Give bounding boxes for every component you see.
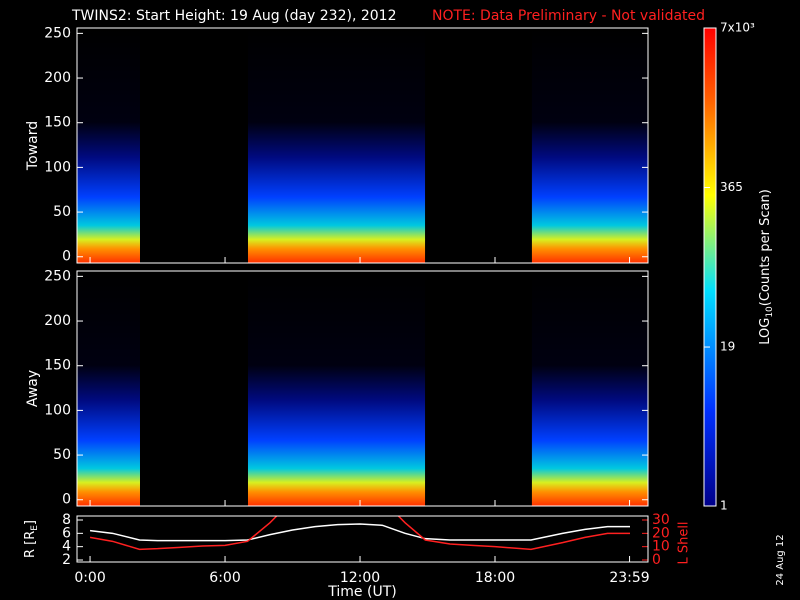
y-axis-label-part: E — [30, 525, 40, 531]
title: TWINS2: Start Height: 19 Aug (day 232), … — [71, 8, 396, 24]
y-tick-label: 200 — [44, 70, 71, 86]
series-line — [89, 523, 631, 542]
y2-tick-label: 30 — [652, 512, 670, 528]
y2-tick-label: 10 — [652, 539, 670, 555]
y-tick-label: 250 — [44, 25, 71, 41]
y-tick-label: 4 — [62, 539, 71, 555]
x-tick-label: 23:59 — [609, 570, 649, 586]
colorbar-tick-label: 19 — [720, 340, 735, 354]
colorbar-label-part: LOG — [758, 318, 773, 345]
y-axis-label: R [RE] — [23, 520, 40, 558]
x-tick-label: 18:00 — [475, 570, 515, 586]
colorbar-label-part: (Counts per Scan) — [758, 189, 773, 306]
y-tick-label: 0 — [62, 492, 71, 508]
x-axis-label: Time (UT) — [327, 584, 396, 600]
plot-frame — [76, 270, 649, 507]
y-tick-label: 6 — [62, 525, 71, 541]
y-tick-label: 50 — [53, 204, 71, 220]
spectrogram-segment — [247, 271, 426, 506]
spectrogram-segment — [531, 271, 648, 506]
spectrogram-segment — [247, 28, 426, 263]
y2-tick-label: 20 — [652, 525, 670, 541]
y-tick-label: 150 — [44, 358, 71, 374]
colorbar-tick-label: 365 — [720, 180, 743, 194]
y-tick-label: 0 — [62, 249, 71, 265]
plot-frame — [76, 515, 649, 563]
colorbar-tick-label: 7x10³ — [720, 21, 755, 35]
colorbar-label: LOG10(Counts per Scan) — [758, 189, 775, 345]
y-tick-label: 100 — [44, 159, 71, 175]
plot-frame — [76, 27, 649, 264]
series-line — [89, 516, 631, 551]
x-tick-label: 0:00 — [74, 570, 105, 586]
y-tick-label: 200 — [44, 313, 71, 329]
y-tick-label: 8 — [62, 512, 71, 528]
colorbar-label-sub: 10 — [765, 306, 775, 318]
y2-axis-label: L Shell — [677, 521, 692, 564]
y-axis-label-part: ] — [23, 520, 38, 525]
colorbar — [703, 27, 717, 507]
panel-label: Away — [25, 370, 41, 407]
y-tick-label: 2 — [62, 552, 71, 568]
y-tick-label: 250 — [44, 268, 71, 284]
y-axis-label-part: R [R — [23, 531, 38, 558]
panel-label: Toward — [25, 121, 41, 171]
note: NOTE: Data Preliminary - Not validated — [432, 8, 705, 24]
y2-tick-label: 0 — [652, 552, 661, 568]
spectrogram-segment — [531, 28, 648, 263]
y-tick-label: 150 — [44, 115, 71, 131]
spectrogram-segment — [77, 28, 140, 263]
x-tick-label: 12:00 — [340, 570, 380, 586]
x-tick-label: 6:00 — [209, 570, 240, 586]
date-stamp: 24 Aug 12 — [775, 534, 786, 585]
y-tick-label: 50 — [53, 447, 71, 463]
spectrogram-segment — [77, 271, 140, 506]
colorbar-tick-label: 1 — [720, 499, 728, 513]
y-tick-label: 100 — [44, 402, 71, 418]
